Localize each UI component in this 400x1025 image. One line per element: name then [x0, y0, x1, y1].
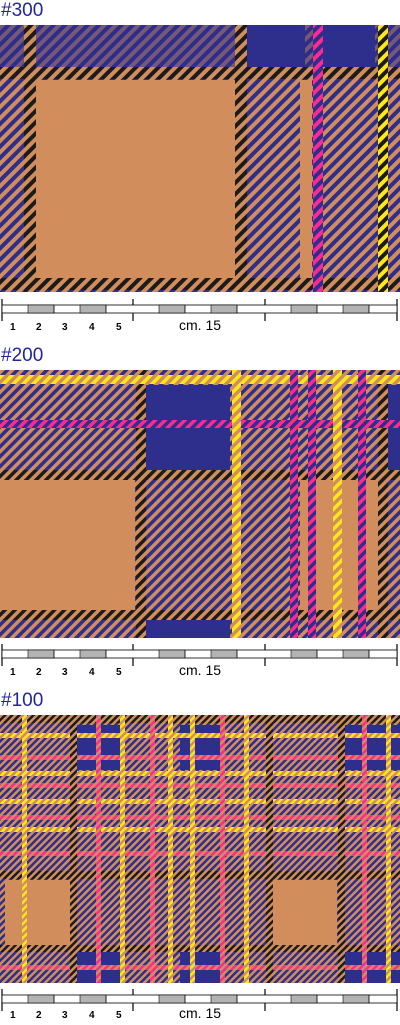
scale-unit-label: cm. 15	[179, 1005, 221, 1020]
centimeter-scale: 1 2 3 4 5 cm. 15	[0, 985, 400, 1025]
swatch-section-300: #300	[0, 0, 400, 340]
scale-number: 1	[10, 667, 16, 678]
tartan-swatch-300	[0, 25, 400, 292]
scale-unit-label: cm. 15	[179, 662, 221, 678]
scale-number: 2	[36, 667, 42, 678]
scale-unit-label: cm. 15	[179, 317, 221, 333]
scale-number: 1	[10, 1010, 16, 1020]
scale-number: 4	[89, 322, 95, 333]
scale-number: 2	[36, 322, 42, 333]
scale-number: 4	[89, 1010, 95, 1020]
scale-number: 1	[10, 322, 16, 333]
scale-number: 2	[36, 1010, 42, 1020]
scale-number: 3	[62, 322, 68, 333]
tartan-swatch-200	[0, 370, 400, 638]
scale-number: 4	[89, 667, 95, 678]
scale-number: 5	[116, 1010, 122, 1020]
swatch-section-200: #200	[0, 345, 400, 685]
swatch-section-100: #100	[0, 690, 400, 1020]
centimeter-scale: 1 2 3 4 5 cm. 15	[0, 295, 400, 335]
scale-number: 5	[116, 667, 122, 678]
scale-number: 3	[62, 1010, 68, 1020]
swatch-label: #200	[1, 345, 44, 366]
scale-number: 3	[62, 667, 68, 678]
centimeter-scale: 1 2 3 4 5 cm. 15	[0, 640, 400, 680]
tartan-swatch-100	[0, 715, 400, 983]
swatch-label: #100	[1, 690, 44, 711]
swatch-label: #300	[1, 0, 44, 21]
scale-number: 5	[116, 322, 122, 333]
